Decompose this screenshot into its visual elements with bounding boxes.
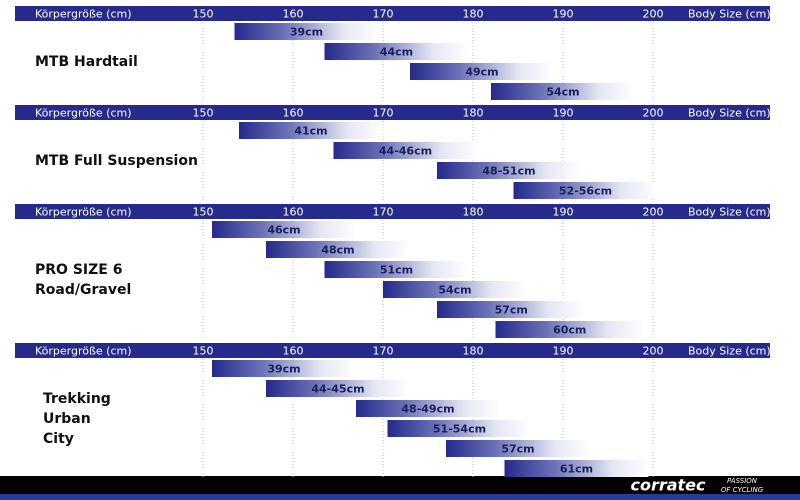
axis-label: Körpergröße (cm) (35, 206, 132, 219)
section-title: City (43, 431, 74, 447)
x-tick-label: 180 (463, 107, 484, 120)
size-bar (513, 182, 658, 199)
size-label: 61cm (560, 463, 593, 476)
size-bar (212, 221, 356, 238)
x-tick-label: 160 (283, 8, 304, 21)
axis-header (15, 343, 770, 358)
size-label: 48cm (321, 244, 354, 257)
x-tick-label: 180 (463, 345, 484, 358)
x-tick-label: 170 (373, 107, 394, 120)
x-tick-label: 200 (643, 107, 664, 120)
tagline: OF CYCLING (721, 486, 764, 494)
brand: corratec (630, 476, 706, 495)
size-bar (324, 43, 469, 60)
x-tick-label: 150 (193, 107, 214, 120)
x-tick-label: 150 (193, 8, 214, 21)
size-bar (410, 63, 554, 80)
size-bar (437, 301, 586, 318)
section-title: Road/Gravel (35, 282, 131, 298)
size-bar (446, 440, 590, 457)
size-label: 44-45cm (311, 383, 364, 396)
size-bar (333, 142, 478, 159)
axis-label: Körpergröße (cm) (35, 345, 132, 358)
section-title: PRO SIZE 6 (35, 262, 122, 278)
axis-label: Körpergröße (cm) (35, 8, 132, 21)
axis-header (15, 204, 770, 219)
size-bar (234, 23, 379, 40)
axis-label: Körpergröße (cm) (35, 107, 132, 120)
section-title: Urban (43, 411, 91, 427)
size-label: 51-54cm (433, 423, 486, 436)
size-bar (504, 460, 649, 477)
size-bar (383, 281, 527, 298)
size-bar (356, 400, 500, 417)
x-tick-label: 190 (553, 345, 574, 358)
size-label: 57cm (495, 304, 528, 317)
x-tick-label: 190 (553, 107, 574, 120)
axis-label: Body Size (cm) (688, 206, 771, 219)
section-title: Trekking (43, 391, 111, 407)
size-bar (491, 83, 635, 100)
size-bar (266, 241, 410, 258)
size-label: 49cm (465, 66, 498, 79)
size-bar (212, 360, 356, 377)
size-label: 48-51cm (482, 165, 535, 178)
size-label: 51cm (380, 264, 413, 277)
size-label: 44cm (380, 46, 413, 59)
size-label: 48-49cm (401, 403, 454, 416)
x-tick-label: 190 (553, 8, 574, 21)
x-tick-label: 150 (193, 206, 214, 219)
size-label: 54cm (438, 284, 471, 297)
axis-label: Body Size (cm) (688, 8, 771, 21)
axis-label: Body Size (cm) (688, 107, 771, 120)
axis-header (15, 6, 770, 21)
x-tick-label: 170 (373, 8, 394, 21)
size-label: 57cm (501, 443, 534, 456)
x-tick-label: 160 (283, 206, 304, 219)
axis-header (15, 105, 770, 120)
x-tick-label: 170 (373, 345, 394, 358)
size-bar (387, 420, 532, 437)
size-bar (495, 321, 644, 338)
size-label: 44-46cm (379, 145, 432, 158)
size-label: 39cm (267, 363, 300, 376)
x-tick-label: 200 (643, 345, 664, 358)
section-title: MTB Full Suspension (35, 153, 198, 169)
x-tick-label: 190 (553, 206, 574, 219)
x-tick-label: 200 (643, 206, 664, 219)
footer-stripe (0, 494, 800, 500)
x-tick-label: 150 (193, 345, 214, 358)
size-label: 52-56cm (559, 185, 612, 198)
x-tick-label: 180 (463, 206, 484, 219)
axis-label: Body Size (cm) (688, 345, 771, 358)
footer-bar (0, 476, 800, 494)
size-label: 46cm (267, 224, 300, 237)
size-bar (239, 122, 383, 139)
x-tick-label: 160 (283, 345, 304, 358)
x-tick-label: 170 (373, 206, 394, 219)
tagline: PASSION (727, 477, 758, 485)
size-bar (324, 261, 469, 278)
size-label: 41cm (294, 125, 327, 138)
size-label: 54cm (546, 86, 579, 99)
x-tick-label: 160 (283, 107, 304, 120)
section-title: MTB Hardtail (35, 54, 138, 70)
size-label: 39cm (290, 26, 323, 39)
x-tick-label: 200 (643, 8, 664, 21)
size-bar (437, 162, 581, 179)
size-label: 60cm (553, 324, 586, 337)
size-bar (266, 380, 410, 397)
x-tick-label: 180 (463, 8, 484, 21)
